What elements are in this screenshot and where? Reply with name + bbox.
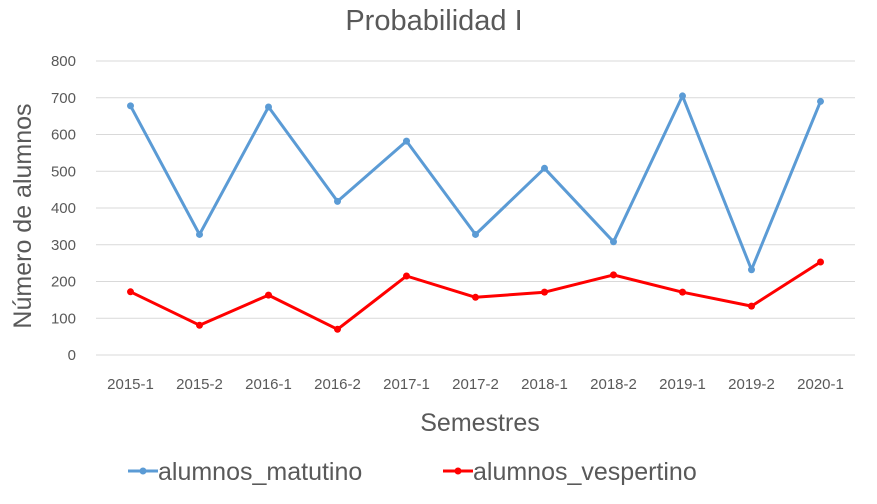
- data-point: [196, 321, 203, 329]
- data-point: [334, 197, 341, 205]
- legend-label: alumnos_vespertino: [473, 458, 697, 486]
- y-tick-label: 300: [51, 237, 76, 254]
- x-axis-ticks: 2015-1 2015-2 2016-1 2016-2 2017-1 2017-2 2018…: [107, 376, 844, 393]
- legend-label: alumnos_matutino: [158, 458, 362, 486]
- x-tick-label: 2016-2: [314, 376, 361, 393]
- x-tick-label: 2016-1: [245, 376, 292, 393]
- data-point: [541, 288, 548, 296]
- x-tick-label: 2019-2: [728, 376, 775, 393]
- y-tick-label: 200: [51, 274, 76, 291]
- legend-marker: [139, 467, 147, 475]
- data-point: [472, 293, 479, 301]
- series-line-alumnos_matutino: [129, 94, 822, 272]
- series-lines: [127, 92, 824, 333]
- data-point: [679, 288, 686, 296]
- series-alumnos_vespertino: [127, 258, 824, 333]
- data-point: [679, 92, 686, 100]
- data-point: [748, 266, 755, 274]
- x-tick-label: 2020-1: [797, 376, 844, 393]
- data-point: [265, 291, 272, 299]
- data-point: [127, 288, 134, 296]
- data-point: [817, 258, 824, 266]
- data-point: [265, 103, 272, 111]
- y-axis-ticks: 0 100 200 300 400 500 600 700 800: [51, 53, 76, 364]
- legend: alumnos_matutino alumnos_vespertino: [128, 458, 697, 486]
- y-tick-label: 700: [51, 90, 76, 107]
- x-axis-title: Semestres: [420, 409, 539, 437]
- data-point: [196, 230, 203, 238]
- y-tick-label: 600: [51, 127, 76, 144]
- series-alumnos_matutino: [127, 92, 824, 274]
- x-tick-label: 2018-1: [521, 376, 568, 393]
- data-point: [472, 230, 479, 238]
- y-tick-label: 800: [51, 53, 76, 70]
- x-tick-label: 2018-2: [590, 376, 637, 393]
- legend-item-alumnos_matutino: alumnos_matutino: [128, 458, 362, 486]
- x-tick-label: 2017-1: [383, 376, 430, 393]
- gridlines: [96, 60, 855, 356]
- x-tick-label: 2015-2: [176, 376, 223, 393]
- data-point: [541, 164, 548, 172]
- legend-marker: [454, 467, 462, 475]
- y-axis-title: Número de alumnos: [9, 103, 37, 328]
- data-point: [817, 97, 824, 105]
- data-point: [403, 137, 410, 145]
- data-point: [610, 271, 617, 279]
- x-tick-label: 2015-1: [107, 376, 154, 393]
- y-tick-label: 100: [51, 310, 76, 327]
- legend-item-alumnos_vespertino: alumnos_vespertino: [443, 458, 697, 486]
- y-tick-label: 500: [51, 163, 76, 180]
- x-tick-label: 2017-2: [452, 376, 499, 393]
- y-tick-label: 400: [51, 200, 76, 217]
- data-point: [127, 102, 134, 110]
- data-point: [610, 238, 617, 246]
- y-tick-label: 0: [68, 347, 76, 364]
- data-point: [403, 272, 410, 280]
- data-point: [334, 325, 341, 333]
- chart-title: Probabilidad I: [345, 5, 522, 37]
- x-tick-label: 2019-1: [659, 376, 706, 393]
- data-point: [748, 302, 755, 310]
